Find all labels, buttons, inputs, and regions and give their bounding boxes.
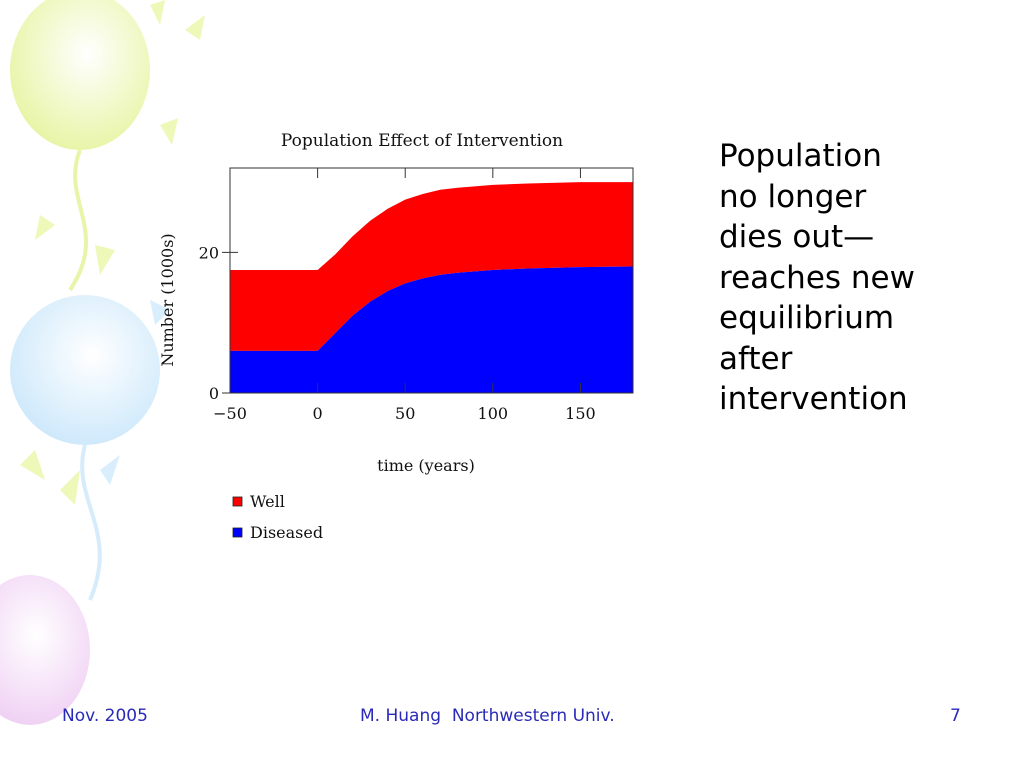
y-tick-labels: 0 20	[199, 243, 219, 403]
series-area-diseased	[230, 266, 633, 393]
legend-swatch-diseased	[232, 527, 243, 538]
legend: Well Diseased	[232, 492, 323, 542]
x-axis-label: time (years)	[377, 456, 475, 475]
x-tick-label: 100	[478, 404, 509, 423]
slide-body-text: Population no longer dies out— reaches n…	[719, 138, 915, 417]
footer-page-number: 7	[950, 706, 961, 726]
series-area-well	[230, 182, 633, 351]
plot-frame	[229, 167, 634, 394]
confetti	[20, 0, 205, 505]
axis-ticks	[222, 168, 581, 394]
x-tick-labels: −50 0 50 100 150	[213, 404, 596, 423]
chart-title: Population Effect of Intervention	[281, 131, 563, 151]
y-tick-label: 0	[209, 384, 219, 403]
x-tick-label: 50	[395, 404, 415, 423]
confetti-blue	[100, 300, 170, 485]
population-chart: Population Effect of Intervention −50 0 50…	[158, 131, 634, 542]
plot-area	[229, 167, 634, 394]
balloon-pink	[0, 575, 90, 725]
balloon-yellow	[10, 0, 150, 292]
legend-swatch-well	[232, 496, 243, 507]
x-tick-label: 0	[313, 404, 323, 423]
balloon-blue	[10, 295, 160, 601]
legend-label-diseased: Diseased	[250, 523, 323, 542]
y-axis-label: Number (1000s)	[158, 233, 177, 366]
footer-author: M. Huang Northwestern Univ.	[360, 706, 615, 726]
x-tick-label: 150	[565, 404, 596, 423]
legend-label-well: Well	[250, 492, 285, 511]
footer-date: Nov. 2005	[62, 706, 148, 726]
x-tick-label: −50	[213, 404, 247, 423]
y-tick-label: 20	[199, 243, 219, 262]
